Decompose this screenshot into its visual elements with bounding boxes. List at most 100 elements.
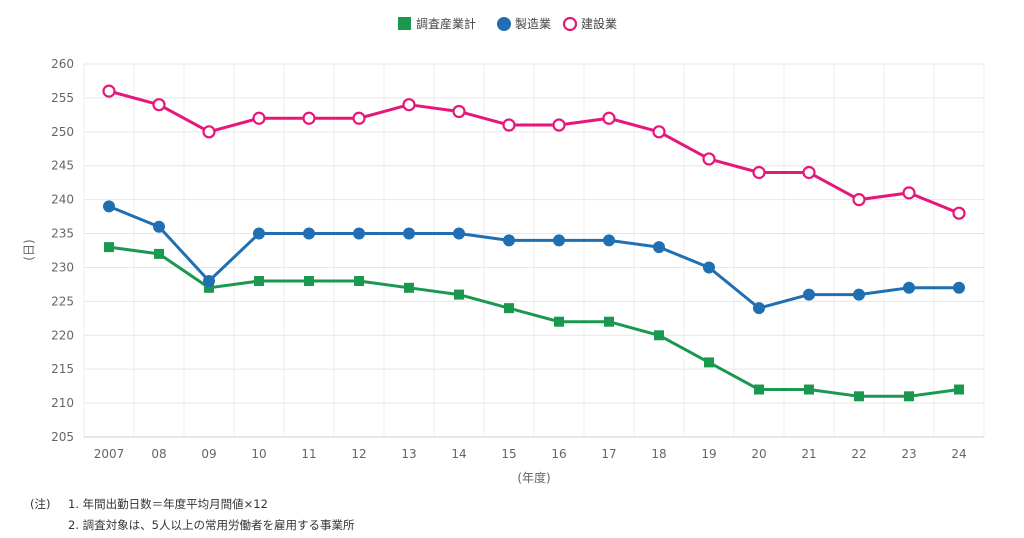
x-tick-label: 19: [701, 447, 716, 461]
y-tick-label: 260: [51, 57, 74, 71]
data-point: [402, 98, 416, 112]
legend-item-1[interactable]: 調査産業計: [398, 16, 476, 31]
series-line: [108, 205, 959, 310]
data-point: [753, 302, 765, 315]
data-point: [152, 98, 166, 112]
legend-item-3[interactable]: 建設業: [562, 16, 617, 32]
data-point: [702, 152, 716, 166]
data-point: [354, 276, 364, 287]
data-point: [852, 193, 866, 207]
data-point: [654, 330, 664, 341]
data-point: [153, 220, 165, 233]
data-point: [203, 275, 215, 288]
data-point: [452, 104, 466, 119]
x-tick-label: 22: [851, 447, 866, 461]
grid: [83, 63, 985, 438]
x-tick-label: 15: [501, 447, 516, 461]
data-point: [353, 227, 365, 240]
data-point: [204, 282, 214, 293]
data-point: [302, 111, 316, 125]
series-line: [108, 245, 960, 398]
data-point: [603, 234, 615, 247]
data-point: [453, 227, 465, 240]
data-point: [202, 125, 216, 139]
data-point: [653, 241, 665, 254]
x-tick-label: 12: [351, 447, 366, 461]
x-tick-label: 10: [251, 447, 266, 461]
data-point: [903, 281, 915, 294]
legend-label: 調査産業計: [416, 16, 476, 31]
y-axis: 205 210 215 220 225 230 235 240 245 250 255 260: [51, 57, 74, 444]
x-tick-label: 24: [951, 447, 966, 461]
data-point: [552, 118, 566, 132]
x-tick-label: 13: [401, 447, 416, 461]
x-tick-label: 21: [801, 447, 816, 461]
y-tick-label: 235: [51, 227, 74, 241]
y-tick-label: 210: [51, 396, 74, 410]
legend[interactable]: 調査産業計 製造業 建設業: [398, 16, 617, 32]
x-tick-label: 18: [651, 447, 666, 461]
x-tick-label: 23: [901, 447, 916, 461]
data-point: [954, 384, 964, 395]
y-tick-label: 220: [51, 328, 74, 342]
legend-item-2[interactable]: 製造業: [497, 17, 551, 31]
data-point: [454, 289, 464, 300]
series-1: [104, 242, 964, 402]
data-point: [303, 227, 315, 240]
footnotes: (注) 1. 年間出勤日数＝年度平均月間値×12 2. 調査対象は、5人以上の常用…: [30, 494, 354, 536]
data-point: [304, 276, 314, 287]
series-3: [102, 84, 966, 220]
x-tick-label: 20: [751, 447, 766, 461]
series-line: [108, 89, 960, 215]
x-tick-label: 17: [601, 447, 616, 461]
data-point: [953, 281, 965, 294]
y-tick-label: 205: [51, 430, 74, 444]
x-tick-label: 08: [151, 447, 166, 461]
data-point: [902, 186, 916, 200]
data-point: [804, 384, 814, 395]
series-group: [102, 84, 966, 402]
data-point: [802, 165, 816, 180]
legend-label: 製造業: [515, 17, 551, 31]
data-point: [602, 111, 616, 125]
y-tick-label: 225: [51, 294, 74, 308]
data-point: [502, 118, 516, 132]
data-point: [854, 391, 864, 402]
footnote-1: (注) 1. 年間出勤日数＝年度平均月間値×12: [30, 494, 354, 515]
x-axis-title: (年度): [517, 470, 550, 485]
footnote-2: 2. 調査対象は、5人以上の常用労働者を雇用する事業所: [30, 515, 354, 536]
y-tick-label: 215: [51, 362, 74, 376]
data-point: [102, 84, 116, 98]
data-point: [704, 357, 714, 368]
legend-open-circle-icon: [562, 16, 578, 32]
data-point: [952, 206, 966, 220]
x-tick-label: 11: [301, 447, 316, 461]
y-tick-label: 245: [51, 159, 74, 173]
data-point: [254, 276, 264, 287]
footnote-text-1: 1. 年間出勤日数＝年度平均月間値×12: [68, 497, 268, 511]
data-point: [853, 288, 865, 301]
data-point: [103, 200, 115, 213]
y-tick-label: 240: [51, 193, 74, 207]
data-point: [703, 261, 715, 274]
data-point: [553, 234, 565, 247]
y-tick-label: 255: [51, 91, 74, 105]
data-point: [104, 242, 114, 253]
footnote-text-2: 2. 調査対象は、5人以上の常用労働者を雇用する事業所: [68, 518, 355, 532]
data-point: [154, 248, 164, 259]
footnote-prefix: (注): [30, 497, 51, 511]
y-axis-title: (日): [22, 239, 36, 260]
data-point: [403, 227, 415, 240]
data-point: [252, 111, 266, 125]
x-tick-label: 14: [451, 447, 466, 461]
data-point: [503, 234, 515, 247]
data-point: [604, 316, 614, 327]
x-tick-label: 16: [551, 447, 566, 461]
data-point: [504, 303, 514, 314]
x-tick-label: 2007: [94, 447, 125, 461]
data-point: [904, 391, 914, 402]
data-point: [752, 165, 766, 180]
y-tick-label: 250: [51, 125, 74, 139]
data-point: [352, 111, 366, 125]
